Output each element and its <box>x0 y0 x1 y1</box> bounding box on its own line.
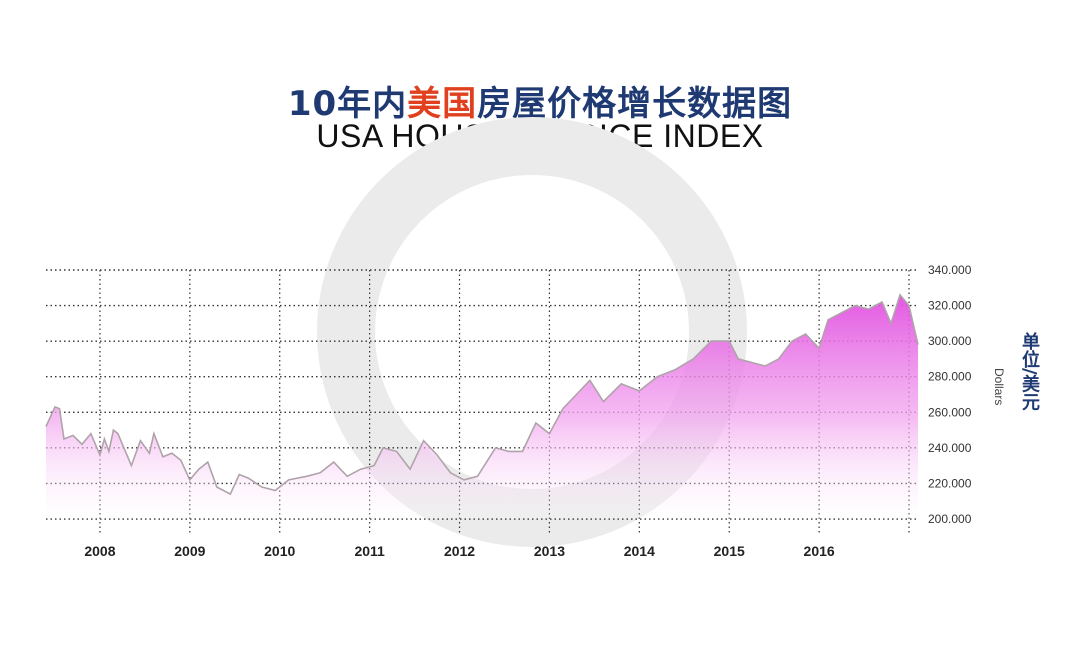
y-tick-label: 300.000 <box>928 334 972 348</box>
x-tick-label: 2009 <box>174 543 205 559</box>
unit-label-cn: 单位/美元 <box>1019 332 1040 411</box>
y-tick-label: 200.000 <box>928 512 972 526</box>
unit-label: 单位/美元 Dollars <box>992 332 1048 472</box>
title-cn-part1: 10年内 <box>287 84 408 124</box>
unit-label-en: Dollars <box>992 368 1006 406</box>
title-cn-highlight: 美国 <box>407 84 478 124</box>
x-tick-label: 2015 <box>714 543 745 559</box>
area-line <box>45 293 919 496</box>
x-tick-label: 2014 <box>624 543 655 559</box>
y-tick-label: 320.000 <box>928 299 972 313</box>
y-tick-label: 220.000 <box>928 476 972 490</box>
x-tick-label: 2013 <box>534 543 565 559</box>
chart-title-cn: 10年内美国房屋价格增长数据图 <box>0 76 1080 125</box>
x-tick-label: 2010 <box>264 543 295 559</box>
x-tick-label: 2012 <box>444 543 475 559</box>
y-tick-label: 340.000 <box>928 263 972 277</box>
area-fill <box>46 294 918 519</box>
x-tick-label: 2016 <box>804 543 835 559</box>
y-tick-label: 280.000 <box>928 370 972 384</box>
y-tick-label: 260.000 <box>928 405 972 419</box>
x-tick-label: 2011 <box>354 543 385 559</box>
y-tick-label: 240.000 <box>928 441 972 455</box>
x-tick-label: 2008 <box>84 543 115 559</box>
